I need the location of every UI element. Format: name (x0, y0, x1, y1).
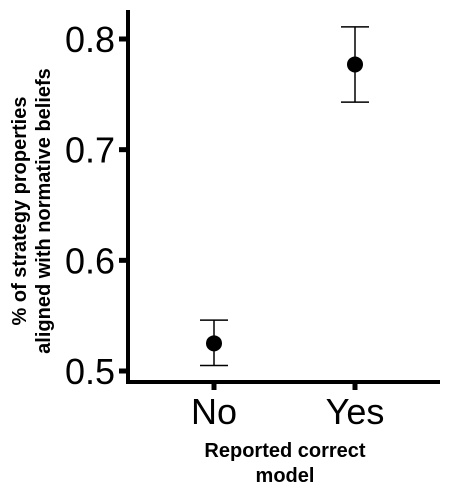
x-tick-label: No (191, 391, 237, 432)
x-axis-title-line-2: model (256, 465, 315, 487)
y-tick-label: 0.5 (65, 351, 115, 392)
data-marks (200, 26, 369, 367)
x-tick-label: Yes (326, 391, 385, 432)
x-axis: No Yes (126, 380, 440, 432)
plot-layer: 0.5 0.6 0.7 0.8 No Yes (65, 10, 440, 432)
x-axis-title-line-1: Reported correct (204, 440, 365, 462)
y-tick-label: 0.7 (65, 130, 115, 171)
y-axis: 0.5 0.6 0.7 0.8 (65, 10, 130, 392)
y-tick-label: 0.6 (65, 240, 115, 281)
y-tick-label: 0.8 (65, 19, 115, 60)
data-point (347, 56, 363, 73)
data-point (206, 335, 222, 352)
y-axis-title-line-2: aligned with normative beliefs (33, 68, 55, 354)
y-axis-title-line-1: % of strategy properties (9, 97, 31, 326)
